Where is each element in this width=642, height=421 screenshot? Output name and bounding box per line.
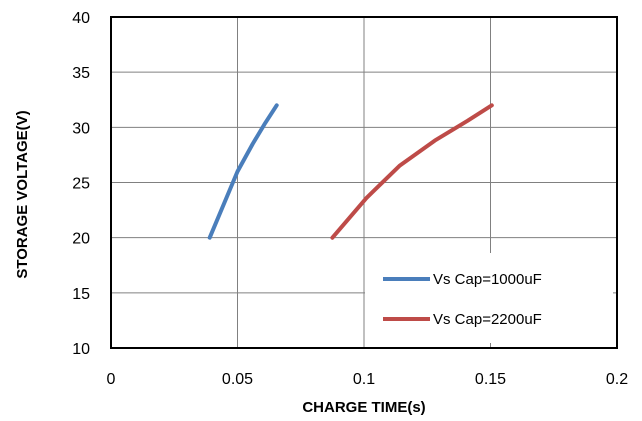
x-tick-label: 0.05 <box>222 371 253 388</box>
legend-label-2: Vs Cap=2200uF <box>433 311 542 328</box>
y-tick-labels: 10 15 20 25 30 35 40 <box>72 10 90 358</box>
x-tick-label: 0 <box>107 371 116 388</box>
legend: Vs Cap=1000uF Vs Cap=2200uF <box>365 253 613 343</box>
grid <box>111 17 617 348</box>
y-tick-label: 30 <box>72 120 90 137</box>
y-tick-label: 20 <box>72 231 90 248</box>
y-tick-label: 40 <box>72 10 90 27</box>
x-tick-label: 0.2 <box>606 371 628 388</box>
legend-items: Vs Cap=1000uF Vs Cap=2200uF <box>383 271 542 328</box>
y-tick-label: 10 <box>72 341 90 358</box>
series-line-2 <box>330 103 494 240</box>
x-tick-label: 0.1 <box>353 371 375 388</box>
series-layer <box>207 103 494 240</box>
x-axis-title: CHARGE TIME(s) <box>302 399 425 416</box>
series-line-1 <box>207 103 279 240</box>
y-tick-label: 35 <box>72 65 90 82</box>
y-tick-label: 25 <box>72 176 90 193</box>
legend-label-1: Vs Cap=1000uF <box>433 271 542 288</box>
y-tick-label: 15 <box>72 286 90 303</box>
x-tick-label: 0.15 <box>475 371 506 388</box>
x-tick-labels: 0 0.05 0.1 0.15 0.2 <box>107 371 629 388</box>
y-axis-title: STORAGE VOLTAGE(V) <box>14 110 31 278</box>
plot-frame <box>110 16 618 349</box>
legend-box <box>365 253 613 343</box>
